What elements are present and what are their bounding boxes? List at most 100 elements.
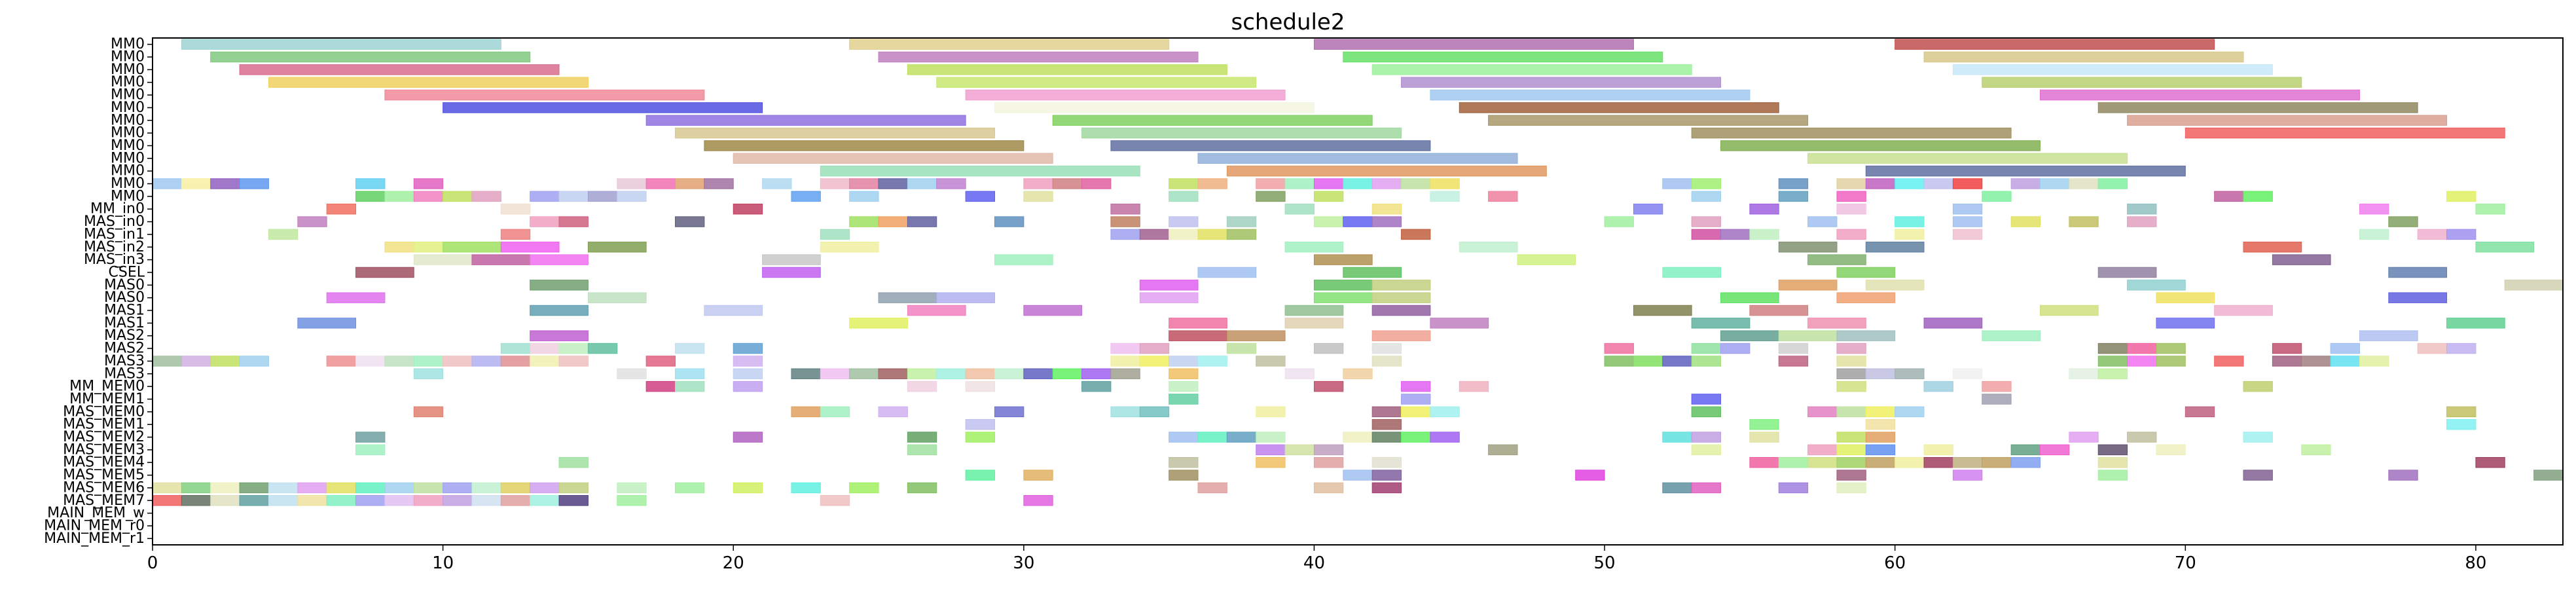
task-bar [1313,482,1344,494]
task-bar [268,482,299,494]
task-bar [1343,178,1373,189]
task-bar [1197,267,1257,278]
task-bar [239,356,269,367]
task-bar [530,305,589,316]
task-bar [1807,153,2128,164]
task-bar [1952,368,1983,380]
task-bar [210,178,240,189]
task-bar [2330,342,2360,354]
task-bar [791,482,821,494]
task-bar [1226,216,1257,227]
task-bar [1720,292,1779,303]
task-bar [1662,267,1722,278]
task-bar [1865,406,1896,418]
task-bar [1430,406,1460,418]
task-bar [1952,178,1983,189]
chart-title: schedule2 [1231,9,1345,35]
task-bar [2330,356,2360,367]
task-bar [530,482,560,494]
task-bar [2359,356,2389,367]
task-bar [2010,216,2041,227]
task-bar [558,482,589,494]
task-bar [1836,368,1866,380]
task-bar [1836,342,1866,354]
task-bar [1081,127,1402,139]
task-bar [1343,470,1373,481]
y-tick-label: MAS_MEM6 [63,479,145,496]
task-bar [384,242,414,253]
task-bar [210,495,240,506]
task-bar [820,229,850,240]
task-bar [152,495,182,506]
task-bar [965,89,1286,101]
y-tick-label: MAS0 [104,289,145,306]
task-bar [1691,191,1722,202]
task-bar [2039,89,2360,101]
task-bar [849,482,879,494]
task-bar [1865,368,1896,380]
task-bar [2243,191,2273,202]
task-bar [1023,305,1083,316]
task-bar [1023,368,1053,380]
task-bar [2097,444,2128,456]
y-tick-label: MAS0 [104,277,145,293]
task-bar [733,380,763,392]
task-bar [1371,342,1402,354]
task-bar [1691,356,1722,367]
task-bar [1313,444,1344,456]
task-bar [965,380,995,392]
task-bar [791,191,821,202]
task-bar [2156,292,2215,303]
task-bar [1139,356,1170,367]
task-bar [500,203,531,215]
y-tick-label: MAS_MEM4 [63,454,145,471]
task-bar [1691,444,1722,456]
task-bar [500,229,531,240]
task-bar [1836,229,1866,240]
y-tick-label: MM0 [111,150,145,166]
task-bar [733,432,763,443]
task-bar [239,64,560,75]
task-bar [733,153,1053,164]
task-bar [907,482,937,494]
task-bar [1052,178,1083,189]
task-bar [1371,216,1402,227]
y-tick-label: MM0 [111,163,145,179]
task-bar [210,356,240,367]
y-tick-label: MAS_MEM5 [63,467,145,483]
task-bar [384,495,414,506]
task-bar [762,178,792,189]
task-bar [1110,368,1140,380]
y-tick-label: MAS_MEM2 [63,429,145,445]
task-bar [1836,203,1866,215]
task-bar [443,102,763,113]
task-bar [907,444,937,456]
y-tick-label: MAS_in2 [84,239,145,255]
task-bar [1256,406,1286,418]
task-bar [2097,470,2128,481]
task-bar [181,178,211,189]
task-bar [2417,342,2448,354]
task-bar [936,77,1257,88]
task-bar [907,216,937,227]
axes: MM0MM0MM0MM0MM0MM0MM0MM0MM0MM0MM0MM0MM0M… [44,36,2564,573]
task-bar [1343,432,1373,443]
task-bar [645,356,676,367]
task-bar [1139,342,1170,354]
task-bar [1169,456,1199,468]
task-bar [355,356,386,367]
task-bar [1169,470,1199,481]
task-bar [239,178,269,189]
task-bar [1749,432,1779,443]
y-tick-label: MM0 [111,112,145,128]
task-bar [1982,456,2012,468]
task-bar [1662,482,1692,494]
task-bar [1662,356,1692,367]
y-tick-label: MAIN_MEM_r1 [44,530,145,547]
task-bar [1952,456,1983,468]
task-bar [2127,216,2157,227]
task-bar [2069,216,2099,227]
task-bar [1197,432,1227,443]
task-bar [1023,191,1053,202]
